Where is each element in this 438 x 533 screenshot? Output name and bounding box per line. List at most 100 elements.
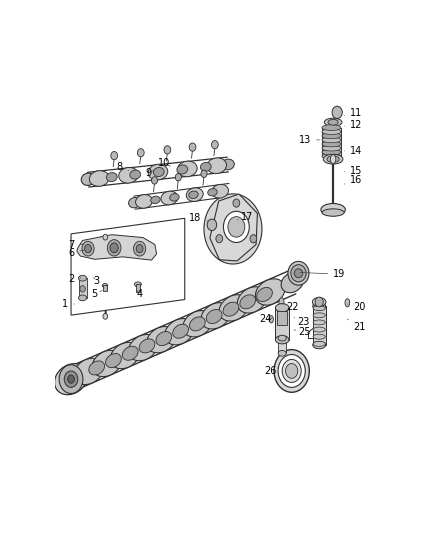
Ellipse shape [279, 298, 284, 308]
Circle shape [216, 235, 223, 243]
Ellipse shape [110, 342, 140, 369]
Ellipse shape [313, 334, 325, 339]
Ellipse shape [223, 302, 239, 316]
Circle shape [138, 149, 144, 157]
Ellipse shape [313, 320, 325, 325]
Text: 5: 5 [91, 289, 102, 299]
Ellipse shape [92, 350, 122, 377]
Circle shape [134, 241, 146, 256]
Ellipse shape [313, 302, 325, 310]
Bar [313, 306, 325, 345]
Text: 21: 21 [347, 319, 366, 333]
Circle shape [189, 143, 196, 151]
Ellipse shape [139, 339, 155, 353]
Ellipse shape [74, 358, 103, 385]
Circle shape [136, 245, 143, 253]
Ellipse shape [208, 189, 217, 196]
Ellipse shape [281, 272, 304, 293]
Circle shape [103, 313, 108, 319]
Ellipse shape [255, 279, 285, 305]
Circle shape [80, 286, 85, 292]
Text: 25: 25 [294, 327, 311, 336]
Ellipse shape [294, 269, 303, 278]
Circle shape [282, 359, 301, 383]
Circle shape [233, 199, 240, 207]
Circle shape [59, 365, 83, 393]
Bar [322, 127, 341, 156]
Circle shape [250, 235, 257, 243]
Bar [103, 285, 107, 290]
Circle shape [278, 354, 305, 387]
Ellipse shape [102, 284, 108, 288]
Text: 13: 13 [299, 135, 319, 145]
Ellipse shape [257, 287, 272, 302]
Circle shape [315, 297, 323, 307]
Ellipse shape [207, 158, 226, 174]
Ellipse shape [151, 196, 160, 204]
Text: 11: 11 [344, 108, 362, 118]
Ellipse shape [55, 364, 88, 395]
Circle shape [332, 106, 342, 118]
Text: 14: 14 [344, 146, 362, 156]
Text: 24: 24 [260, 314, 272, 324]
Text: 9: 9 [145, 168, 153, 177]
Circle shape [201, 170, 207, 177]
Ellipse shape [291, 265, 306, 282]
Text: 7: 7 [68, 240, 84, 251]
Ellipse shape [323, 154, 343, 164]
Bar [278, 338, 286, 353]
Ellipse shape [200, 163, 211, 172]
Text: 2: 2 [68, 274, 81, 285]
Ellipse shape [186, 188, 203, 201]
Ellipse shape [153, 167, 164, 176]
Ellipse shape [313, 327, 325, 332]
Circle shape [85, 245, 92, 253]
Ellipse shape [183, 311, 212, 337]
Text: 6: 6 [68, 248, 84, 258]
Ellipse shape [322, 145, 341, 151]
Polygon shape [71, 219, 185, 315]
Polygon shape [77, 235, 156, 260]
Ellipse shape [81, 173, 95, 185]
Circle shape [82, 241, 94, 256]
Ellipse shape [161, 191, 178, 205]
Ellipse shape [170, 193, 179, 201]
Text: 18: 18 [189, 213, 208, 223]
Ellipse shape [327, 156, 339, 163]
Circle shape [286, 364, 298, 378]
Ellipse shape [212, 184, 229, 198]
Ellipse shape [322, 141, 341, 147]
Polygon shape [210, 194, 258, 261]
Ellipse shape [177, 165, 188, 174]
Ellipse shape [106, 353, 121, 368]
Ellipse shape [237, 287, 267, 313]
Polygon shape [204, 194, 262, 264]
Ellipse shape [322, 133, 341, 139]
Text: 20: 20 [347, 302, 366, 312]
Text: 10: 10 [158, 158, 170, 168]
Ellipse shape [313, 313, 325, 318]
Ellipse shape [173, 324, 188, 338]
Ellipse shape [147, 327, 176, 353]
Circle shape [67, 375, 74, 383]
Text: 12: 12 [344, 120, 363, 130]
Bar [276, 308, 289, 340]
Ellipse shape [312, 297, 326, 306]
Ellipse shape [345, 298, 350, 307]
Ellipse shape [165, 319, 194, 345]
Circle shape [207, 219, 217, 231]
Ellipse shape [219, 295, 249, 321]
Ellipse shape [189, 191, 198, 198]
Ellipse shape [106, 173, 117, 182]
Circle shape [152, 177, 158, 184]
Ellipse shape [134, 282, 141, 287]
Circle shape [110, 243, 118, 253]
Bar [78, 278, 87, 298]
Ellipse shape [322, 129, 341, 134]
Text: 22: 22 [283, 302, 299, 312]
Ellipse shape [89, 171, 109, 187]
Ellipse shape [322, 137, 341, 143]
Ellipse shape [89, 361, 105, 375]
Text: 1: 1 [62, 299, 74, 309]
Circle shape [223, 211, 249, 243]
